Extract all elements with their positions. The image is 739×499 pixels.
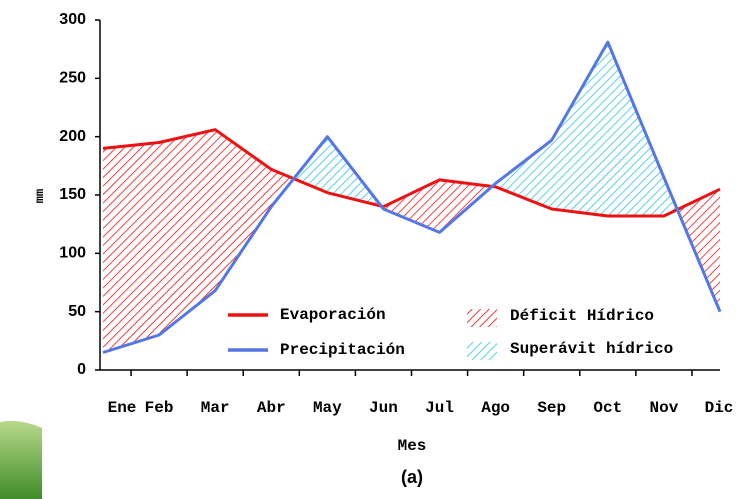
x-tick-label: Dic [705,399,734,417]
y-tick-label: 50 [68,303,86,320]
legend-label: Evaporación [280,306,386,324]
x-tick-label: Ene [108,399,137,417]
legend-label: Déficit Hídrico [510,307,654,325]
legend-label: Superávit hídrico [510,340,673,358]
caption: (a) [401,467,423,487]
y-tick-label: 300 [59,11,86,28]
y-axis-label: mm [33,189,47,203]
legend-hatch [467,342,497,360]
x-tick-label: Jun [369,399,398,417]
series-line [102,128,721,218]
x-tick-label: Sep [537,399,566,417]
y-tick-label: 150 [59,186,86,203]
x-tick-label: Ago [481,399,510,417]
y-tick-label: 100 [59,245,86,262]
y-tick-label: 0 [77,361,86,378]
x-tick-label: Oct [593,399,622,417]
x-tick-label: Jul [425,399,454,417]
corner-image [0,420,42,499]
legend-label: Precipitación [280,341,405,359]
y-tick-label: 200 [59,128,86,145]
x-tick-label: Feb [145,399,174,417]
x-tick-label: Nov [650,399,679,417]
legend-hatch [467,309,497,327]
series-line [102,40,722,354]
x-axis-label: Mes [398,437,427,455]
x-tick-label: Abr [257,399,286,417]
y-tick-label: 250 [59,70,86,87]
x-tick-label: Mar [201,399,230,417]
x-tick-label: May [313,399,342,417]
